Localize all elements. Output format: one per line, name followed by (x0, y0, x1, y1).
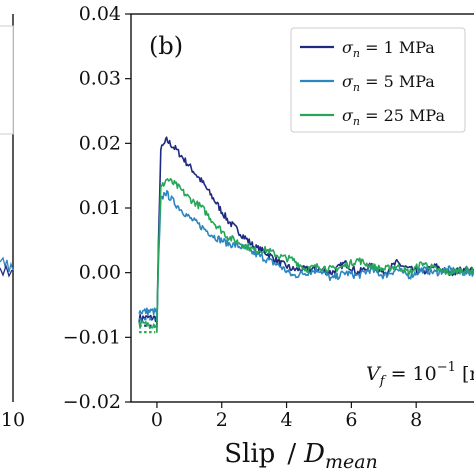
x-tick-label: 0 (151, 409, 163, 431)
legend-label: σn = 25 MPa (342, 106, 445, 128)
y-axis: −0.02 −0.01 0.00 0.01 0.02 0.03 0.04 (63, 3, 131, 413)
y-tick-label: −0.02 (63, 391, 121, 413)
series-line (138, 178, 474, 334)
left-panel-trace-2 (0, 263, 13, 278)
series-layer (138, 136, 474, 334)
x-tick-label: 8 (410, 409, 422, 431)
left-panel-fragment: 10 (0, 14, 25, 431)
velocity-annotation: Vf = 10−1 [m/s] (366, 360, 474, 389)
series-line (138, 190, 474, 323)
y-tick-label: 0.01 (79, 197, 121, 219)
x-axis: 0 2 4 6 8 (151, 402, 422, 431)
y-tick-label: 0.02 (79, 132, 121, 154)
y-tick-label: 0.00 (79, 262, 121, 284)
panel-label: (b) (149, 32, 183, 60)
x-tick-label: 4 (281, 409, 293, 431)
x-tick-label: 2 (216, 409, 228, 431)
y-tick-label: −0.01 (63, 326, 121, 348)
y-tick-label: 0.03 (79, 68, 121, 90)
legend-frame (290, 27, 466, 133)
legend-label: σn = 5 MPa (342, 72, 435, 94)
left-panel-x-tick-label: 10 (1, 409, 25, 431)
x-tick-label: 6 (345, 409, 357, 431)
left-panel-trace (0, 256, 14, 273)
y-tick-label: 0.04 (79, 3, 121, 25)
plot-area: −0.02 −0.01 0.00 0.01 0.02 0.03 0.04 0 2 4 6 8 (63, 3, 474, 431)
legend: σn = 1 MPa σn = 5 MPa σn = 25 MPa (290, 27, 466, 133)
x-axis-title: Slip / Dmean (224, 439, 378, 473)
left-panel-legend-edge (0, 25, 14, 135)
legend-label: σn = 1 MPa (342, 38, 435, 60)
series-line (138, 136, 474, 329)
